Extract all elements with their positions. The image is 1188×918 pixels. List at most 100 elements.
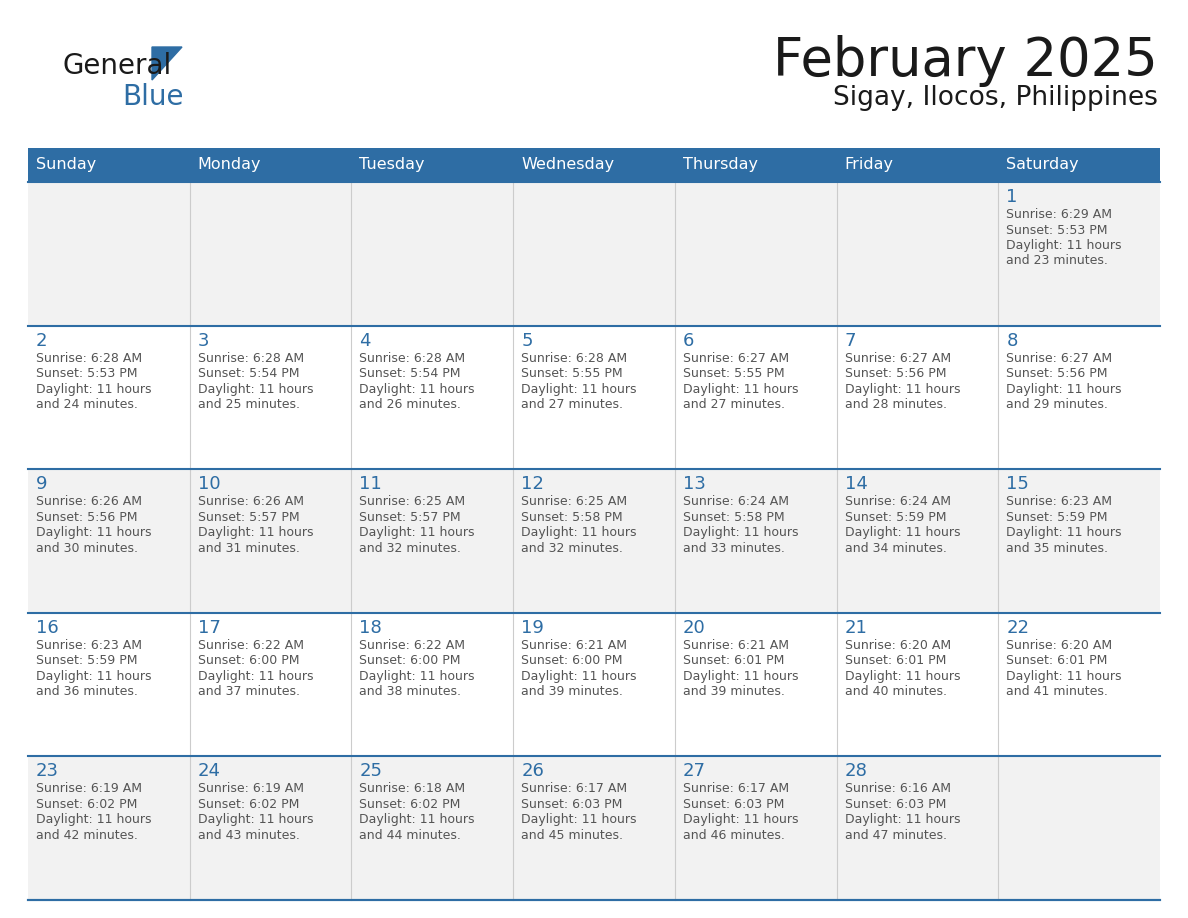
Text: Sunrise: 6:16 AM: Sunrise: 6:16 AM [845,782,950,795]
Bar [29,756,1159,900]
Text: Sunset: 5:59 PM: Sunset: 5:59 PM [845,510,946,523]
Text: Sunset: 5:54 PM: Sunset: 5:54 PM [197,367,299,380]
Text: 8: 8 [1006,331,1018,350]
Text: and 47 minutes.: and 47 minutes. [845,829,947,842]
Text: Sunset: 6:03 PM: Sunset: 6:03 PM [845,798,946,811]
Text: 13: 13 [683,476,706,493]
Text: and 42 minutes.: and 42 minutes. [36,829,138,842]
Bar [998,148,1159,182]
Text: and 29 minutes.: and 29 minutes. [1006,398,1108,411]
Text: Sunset: 5:54 PM: Sunset: 5:54 PM [360,367,461,380]
Text: Sunrise: 6:17 AM: Sunrise: 6:17 AM [683,782,789,795]
Bar [675,148,836,182]
Text: 21: 21 [845,619,867,637]
Text: Sunrise: 6:23 AM: Sunrise: 6:23 AM [1006,495,1112,509]
Text: and 23 minutes.: and 23 minutes. [1006,254,1108,267]
Bar [29,182,1159,326]
Text: Daylight: 11 hours: Daylight: 11 hours [522,526,637,539]
Text: 16: 16 [36,619,58,637]
Text: and 27 minutes.: and 27 minutes. [683,398,785,411]
Text: and 28 minutes.: and 28 minutes. [845,398,947,411]
Text: and 32 minutes.: and 32 minutes. [360,542,461,554]
Text: 22: 22 [1006,619,1029,637]
Text: 24: 24 [197,763,221,780]
Text: 3: 3 [197,331,209,350]
Text: and 37 minutes.: and 37 minutes. [197,686,299,699]
Text: 28: 28 [845,763,867,780]
Text: 4: 4 [360,331,371,350]
Text: Daylight: 11 hours: Daylight: 11 hours [1006,239,1121,252]
Text: Sunset: 5:59 PM: Sunset: 5:59 PM [36,655,138,667]
Text: Sunrise: 6:25 AM: Sunrise: 6:25 AM [522,495,627,509]
Text: Sunrise: 6:23 AM: Sunrise: 6:23 AM [36,639,143,652]
Text: 6: 6 [683,331,694,350]
Text: Sunset: 5:53 PM: Sunset: 5:53 PM [1006,223,1107,237]
Bar [29,469,1159,613]
Text: and 27 minutes.: and 27 minutes. [522,398,624,411]
Text: and 39 minutes.: and 39 minutes. [683,686,785,699]
Text: Daylight: 11 hours: Daylight: 11 hours [197,526,314,539]
Text: Sunrise: 6:28 AM: Sunrise: 6:28 AM [522,352,627,364]
Text: Sunset: 6:02 PM: Sunset: 6:02 PM [360,798,461,811]
Text: 10: 10 [197,476,220,493]
Text: Sunrise: 6:22 AM: Sunrise: 6:22 AM [197,639,304,652]
Text: Daylight: 11 hours: Daylight: 11 hours [845,813,960,826]
Text: Sunset: 6:01 PM: Sunset: 6:01 PM [845,655,946,667]
Text: Sunset: 5:58 PM: Sunset: 5:58 PM [683,510,784,523]
Text: 2: 2 [36,331,48,350]
Text: Friday: Friday [845,158,893,173]
Text: Daylight: 11 hours: Daylight: 11 hours [197,813,314,826]
Text: Sunset: 6:03 PM: Sunset: 6:03 PM [683,798,784,811]
Bar [29,326,1159,469]
Text: Sunset: 5:59 PM: Sunset: 5:59 PM [1006,510,1107,523]
Text: Sunrise: 6:20 AM: Sunrise: 6:20 AM [845,639,950,652]
Text: Sunrise: 6:20 AM: Sunrise: 6:20 AM [1006,639,1112,652]
Text: 11: 11 [360,476,383,493]
Text: Daylight: 11 hours: Daylight: 11 hours [197,670,314,683]
Text: Sunrise: 6:24 AM: Sunrise: 6:24 AM [683,495,789,509]
Text: Daylight: 11 hours: Daylight: 11 hours [197,383,314,396]
Bar [836,148,998,182]
Bar [29,148,190,182]
Text: Sunset: 5:57 PM: Sunset: 5:57 PM [360,510,461,523]
Text: Sunrise: 6:26 AM: Sunrise: 6:26 AM [197,495,304,509]
Text: 14: 14 [845,476,867,493]
Text: Sunrise: 6:18 AM: Sunrise: 6:18 AM [360,782,466,795]
Text: 12: 12 [522,476,544,493]
Text: 18: 18 [360,619,383,637]
Text: 19: 19 [522,619,544,637]
Text: 23: 23 [36,763,59,780]
Text: and 35 minutes.: and 35 minutes. [1006,542,1108,554]
Text: Sunrise: 6:26 AM: Sunrise: 6:26 AM [36,495,143,509]
Text: Daylight: 11 hours: Daylight: 11 hours [360,526,475,539]
Text: 20: 20 [683,619,706,637]
Text: Thursday: Thursday [683,158,758,173]
Text: Sigay, Ilocos, Philippines: Sigay, Ilocos, Philippines [833,85,1158,111]
Text: 17: 17 [197,619,221,637]
Text: and 34 minutes.: and 34 minutes. [845,542,947,554]
Bar [29,613,1159,756]
Text: Sunrise: 6:21 AM: Sunrise: 6:21 AM [683,639,789,652]
Text: Sunrise: 6:28 AM: Sunrise: 6:28 AM [36,352,143,364]
Text: Sunset: 6:02 PM: Sunset: 6:02 PM [36,798,138,811]
Text: Sunrise: 6:27 AM: Sunrise: 6:27 AM [683,352,789,364]
Text: Daylight: 11 hours: Daylight: 11 hours [36,813,152,826]
Text: and 39 minutes.: and 39 minutes. [522,686,623,699]
Text: Sunrise: 6:25 AM: Sunrise: 6:25 AM [360,495,466,509]
Bar [190,148,352,182]
Text: Sunrise: 6:27 AM: Sunrise: 6:27 AM [1006,352,1112,364]
Text: Sunrise: 6:28 AM: Sunrise: 6:28 AM [360,352,466,364]
Text: Tuesday: Tuesday [360,158,425,173]
Text: General: General [62,52,171,80]
Text: Sunset: 5:56 PM: Sunset: 5:56 PM [845,367,946,380]
Text: 25: 25 [360,763,383,780]
Text: Sunset: 6:00 PM: Sunset: 6:00 PM [197,655,299,667]
Text: 1: 1 [1006,188,1018,206]
Text: Daylight: 11 hours: Daylight: 11 hours [360,813,475,826]
Text: Sunrise: 6:19 AM: Sunrise: 6:19 AM [36,782,143,795]
Text: and 33 minutes.: and 33 minutes. [683,542,785,554]
Text: and 32 minutes.: and 32 minutes. [522,542,623,554]
Text: Sunset: 5:55 PM: Sunset: 5:55 PM [522,367,623,380]
Text: and 24 minutes.: and 24 minutes. [36,398,138,411]
Text: Daylight: 11 hours: Daylight: 11 hours [1006,670,1121,683]
